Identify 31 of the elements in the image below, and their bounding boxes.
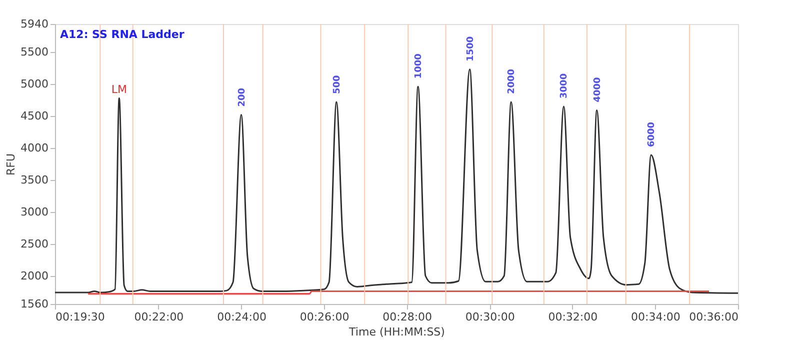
annotation: 3000 — [560, 73, 570, 98]
x-axis-title: Time (HH:MM:SS) — [348, 326, 445, 338]
x-tick-label: 00:26:00 — [300, 310, 350, 324]
chart-title: A12: SS RNA Ladder — [60, 28, 185, 41]
annotation: 200 — [237, 88, 248, 107]
x-tick-label: 00:36:00 — [689, 310, 738, 324]
x-tick-label: 00:32:00 — [548, 310, 598, 324]
annotation: 4000 — [592, 77, 603, 102]
y-tick-label: 5000 — [20, 78, 48, 91]
y-tick-label: 2000 — [20, 269, 48, 282]
annotation: 1500 — [466, 36, 476, 62]
x-tick-label: 00:34:00 — [631, 310, 680, 324]
y-tick-label: 3000 — [20, 205, 48, 218]
annotation: LM — [111, 83, 127, 96]
x-tick-label: 00:28:00 — [382, 310, 432, 324]
annotation: 500 — [332, 75, 342, 94]
y-tick-label: 5500 — [20, 46, 48, 59]
y-tick-label: 4500 — [20, 110, 48, 123]
x-tick-label: 00:19:30 — [56, 310, 105, 324]
y-tick-label: 3500 — [20, 173, 48, 186]
annotation: 1000 — [414, 54, 424, 79]
annotation: 2000 — [507, 68, 518, 94]
y-axis-title: RFU — [4, 153, 18, 176]
x-tick-label: 00:30:00 — [465, 310, 515, 324]
x-tick-label: 00:24:00 — [217, 310, 266, 324]
x-tick-label: 00:22:00 — [134, 310, 184, 324]
y-tick-label: 2500 — [20, 237, 48, 250]
y-tick-label: 1560 — [20, 298, 48, 310]
y-tick-label: 4000 — [20, 142, 48, 155]
y-tick-label: 5940 — [20, 18, 48, 30]
annotation: 6000 — [647, 122, 658, 148]
